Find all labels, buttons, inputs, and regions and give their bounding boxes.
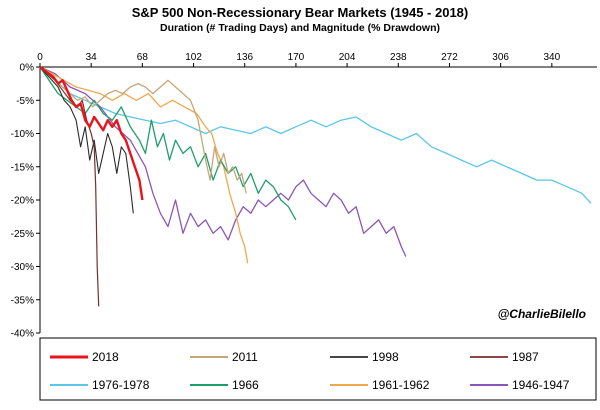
x-tick-label: 136 bbox=[236, 52, 253, 63]
legend-box bbox=[39, 337, 597, 401]
legend: 2018 2011 1998 1987 1976-1978 1966 1961-1962 19… bbox=[50, 350, 570, 392]
x-tick-label: 0 bbox=[37, 52, 43, 63]
y-tick-label: -10% bbox=[11, 129, 34, 140]
x-tick-label: 238 bbox=[390, 52, 407, 63]
series-lines bbox=[39, 66, 592, 307]
series-line-1961-1962 bbox=[39, 66, 249, 264]
legend-label: 2011 bbox=[232, 350, 258, 364]
series-line-2018 bbox=[39, 66, 144, 201]
x-tick-label: 272 bbox=[441, 52, 458, 63]
legend-label: 1946-1947 bbox=[512, 378, 570, 392]
y-tick-label: -25% bbox=[11, 229, 34, 240]
series-line-1966 bbox=[39, 66, 297, 221]
x-tick-label: 306 bbox=[492, 52, 509, 63]
legend-label: 1961-1962 bbox=[372, 378, 430, 392]
legend-label: 1987 bbox=[512, 350, 539, 364]
y-tick-label: -5% bbox=[16, 96, 34, 107]
x-tick-label: 340 bbox=[543, 52, 560, 63]
y-tick-label: 0% bbox=[20, 63, 35, 74]
y-tick-label: -30% bbox=[11, 262, 34, 273]
chart-title: S&P 500 Non-Recessionary Bear Markets (1… bbox=[132, 5, 469, 20]
legend-label: 2018 bbox=[92, 350, 119, 364]
legend-label: 1966 bbox=[232, 378, 259, 392]
series-line-1976-1978 bbox=[39, 66, 592, 204]
x-tick-label: 34 bbox=[86, 52, 98, 63]
x-tick-label: 170 bbox=[288, 52, 305, 63]
series-line-1946-1947 bbox=[39, 66, 407, 257]
x-tick-label: 204 bbox=[339, 52, 356, 63]
y-tick-label: -40% bbox=[11, 329, 34, 340]
legend-label: 1998 bbox=[372, 350, 399, 364]
y-tick-label: -35% bbox=[11, 295, 34, 306]
x-tick-label: 68 bbox=[137, 52, 149, 63]
watermark: @CharlieBilello bbox=[498, 307, 586, 321]
legend-label: 1976-1978 bbox=[92, 378, 150, 392]
chart-subtitle: Duration (# Trading Days) and Magnitude … bbox=[160, 22, 440, 34]
y-ticks: 0% -5% -10% -15% -20% -25% -30% -35% -40% bbox=[11, 63, 40, 340]
x-tick-label: 102 bbox=[185, 52, 202, 63]
y-tick-label: -20% bbox=[11, 196, 34, 207]
series-line-1998 bbox=[39, 66, 134, 214]
series-line-2011 bbox=[39, 66, 247, 194]
x-ticks: 0 34 68 102 136 170 204 238 272 306 340 bbox=[37, 52, 561, 67]
y-tick-label: -15% bbox=[11, 162, 34, 173]
